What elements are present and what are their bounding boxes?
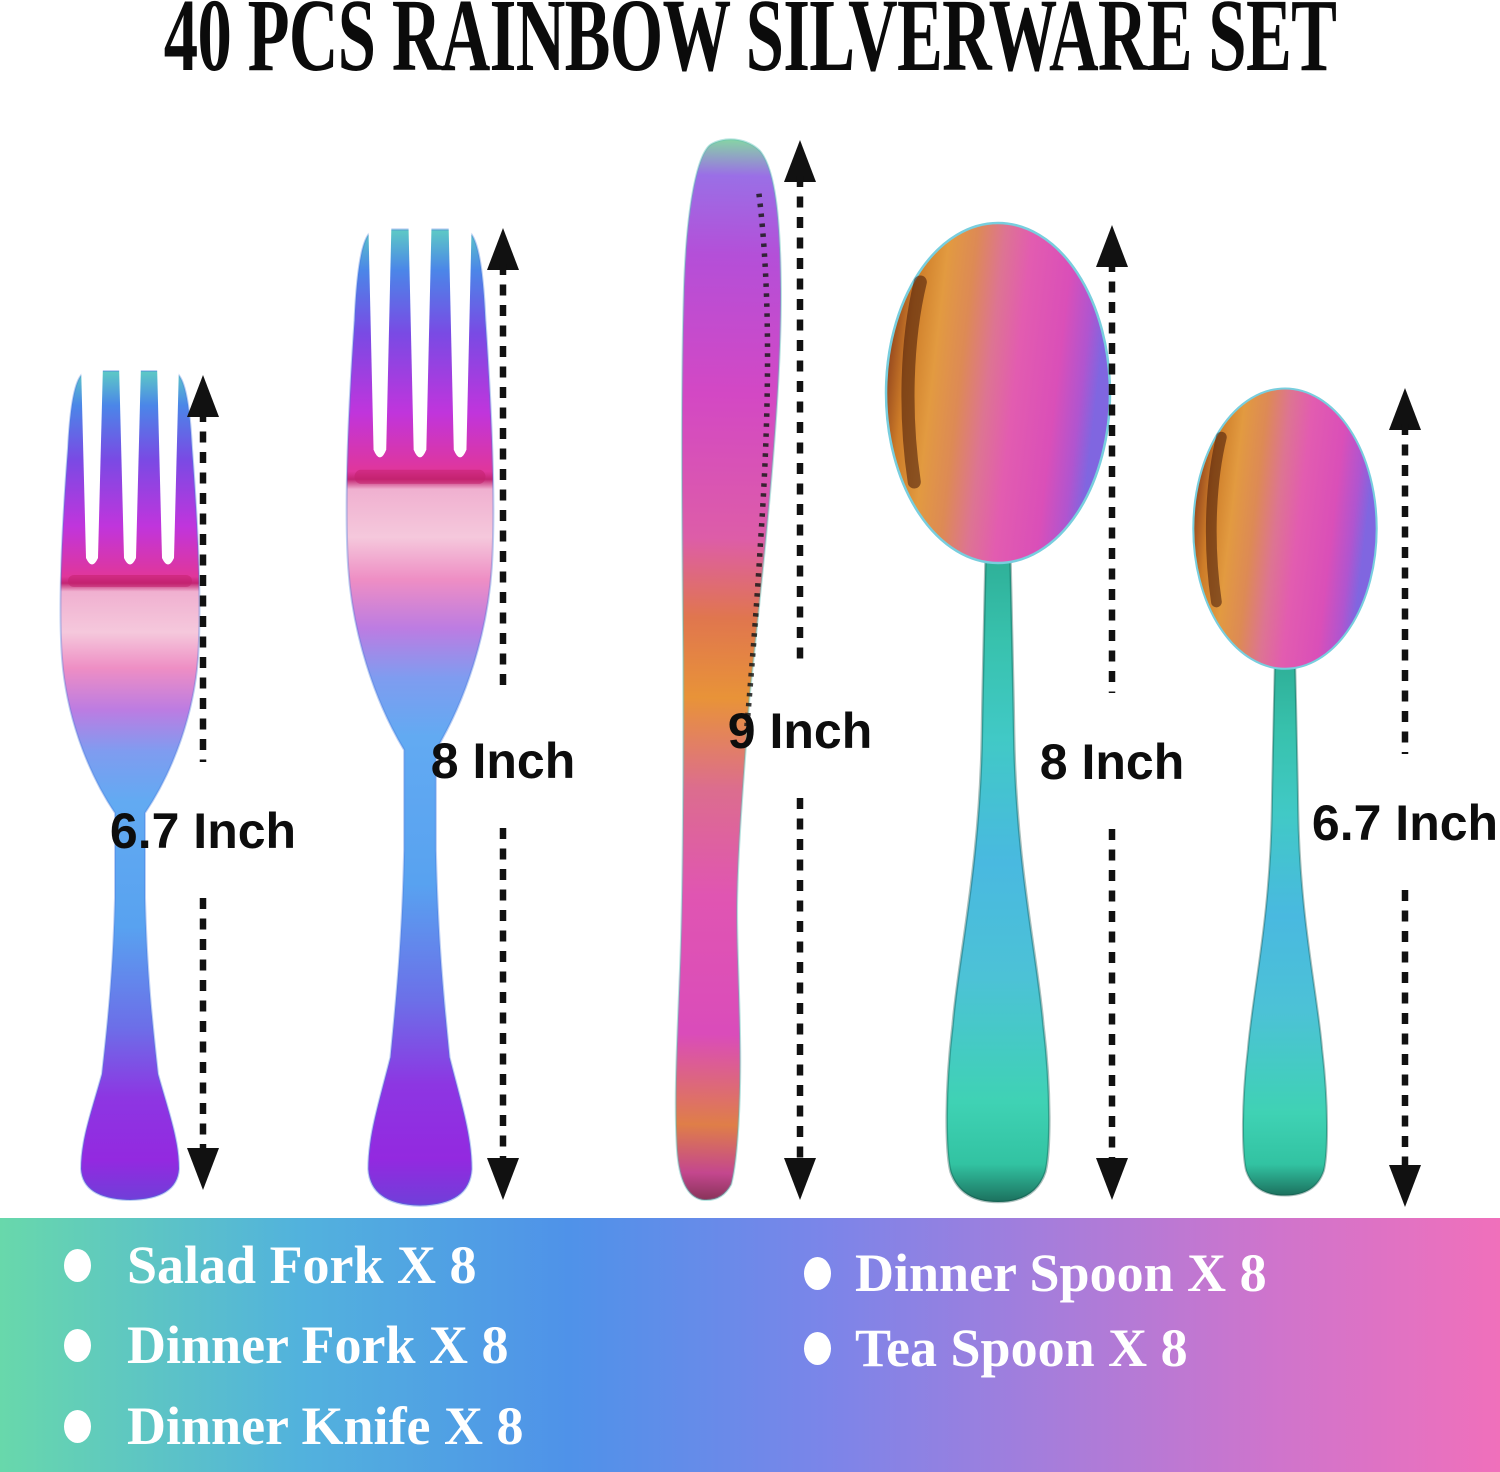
legend-item-dinner-fork: Dinner Fork X 8 bbox=[64, 1312, 509, 1378]
dinner-knife-length-label: 9 Inch bbox=[727, 703, 873, 759]
legend-item-label: Salad Fork X 8 bbox=[127, 1235, 477, 1295]
bullet-icon bbox=[64, 1409, 91, 1443]
legend-band bbox=[0, 1218, 1500, 1472]
dinner-spoon-image bbox=[884, 221, 1112, 1204]
legend-item-dinner-knife: Dinner Knife X 8 bbox=[64, 1393, 524, 1459]
salad-fork-image bbox=[59, 368, 201, 1202]
dinner-spoon-measure-arrow bbox=[1096, 225, 1128, 1200]
legend-item-dinner-spoon: Dinner Spoon X 8 bbox=[804, 1240, 1267, 1306]
legend-item-label: Tea Spoon X 8 bbox=[855, 1318, 1188, 1378]
salad-fork-length-label: 6.7 Inch bbox=[109, 803, 297, 859]
dinner-knife-image bbox=[674, 138, 782, 1202]
dinner-spoon-length-label: 8 Inch bbox=[1039, 734, 1185, 790]
bullet-icon bbox=[64, 1248, 91, 1282]
salad-fork-measure-arrow bbox=[187, 375, 219, 1190]
dinner-fork-measure-arrow bbox=[487, 228, 519, 1200]
dinner-fork-image bbox=[345, 226, 495, 1207]
tea-spoon-length-label: 6.7 Inch bbox=[1311, 795, 1499, 851]
tea-spoon-image bbox=[1192, 387, 1378, 1197]
bullet-icon bbox=[64, 1328, 91, 1362]
tea-spoon-measure-arrow bbox=[1389, 388, 1421, 1207]
legend-item-label: Dinner Knife X 8 bbox=[127, 1396, 524, 1456]
legend-item-label: Dinner Fork X 8 bbox=[127, 1315, 509, 1375]
dinner-knife-measure-arrow bbox=[784, 140, 816, 1200]
legend-item-label: Dinner Spoon X 8 bbox=[855, 1243, 1267, 1303]
page-title: 40 PCS RAINBOW SILVERWARE SET bbox=[163, 0, 1337, 93]
bullet-icon bbox=[804, 1256, 831, 1290]
bullet-icon bbox=[804, 1331, 831, 1365]
dinner-fork-length-label: 8 Inch bbox=[430, 733, 576, 789]
legend-item-tea-spoon: Tea Spoon X 8 bbox=[804, 1315, 1188, 1381]
legend-item-salad-fork: Salad Fork X 8 bbox=[64, 1232, 477, 1298]
